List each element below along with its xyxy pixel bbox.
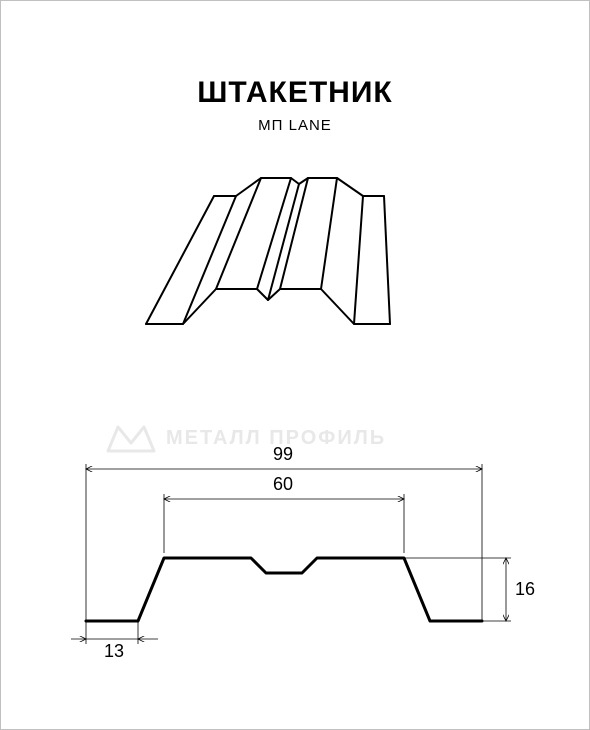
watermark-logo-icon [106, 421, 156, 455]
dim-flange: 13 [104, 641, 124, 662]
technical-drawing [71, 461, 541, 646]
product-title: ШТАКЕТНИК [1, 76, 589, 110]
product-subtitle: МП LANE [1, 117, 589, 134]
dim-width-full: 99 [273, 444, 293, 465]
watermark: МЕТАЛЛ ПРОФИЛЬ [106, 421, 386, 455]
isometric-view [141, 176, 461, 356]
dim-width-top: 60 [273, 474, 293, 495]
dim-height: 16 [515, 579, 535, 600]
